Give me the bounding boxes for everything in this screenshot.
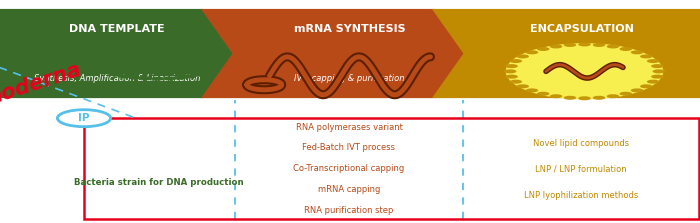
Circle shape — [128, 76, 141, 80]
Circle shape — [620, 47, 632, 51]
Circle shape — [163, 56, 176, 60]
Circle shape — [647, 59, 659, 63]
Circle shape — [578, 96, 591, 100]
Circle shape — [202, 64, 215, 68]
Circle shape — [104, 71, 116, 75]
Circle shape — [537, 92, 550, 96]
Text: RNA polymerases variant: RNA polymerases variant — [295, 123, 402, 132]
Circle shape — [652, 69, 665, 73]
Circle shape — [537, 47, 550, 51]
Text: DNA TEMPLATE: DNA TEMPLATE — [69, 24, 165, 34]
Text: LNP formulation: LNP formulation — [548, 74, 615, 83]
Circle shape — [550, 44, 562, 48]
Polygon shape — [0, 9, 234, 98]
Text: ENCAPSULATION: ENCAPSULATION — [530, 24, 634, 34]
Text: Co-Transcriptional capping: Co-Transcriptional capping — [293, 164, 405, 173]
Circle shape — [593, 96, 606, 100]
Circle shape — [184, 74, 197, 78]
Circle shape — [163, 76, 176, 81]
Circle shape — [184, 58, 197, 62]
Circle shape — [505, 75, 518, 79]
Text: LNP / LNP formulation: LNP / LNP formulation — [536, 165, 626, 174]
Circle shape — [193, 59, 205, 63]
Circle shape — [510, 80, 522, 84]
Circle shape — [631, 88, 643, 92]
Circle shape — [202, 68, 215, 72]
Circle shape — [174, 76, 187, 80]
Polygon shape — [201, 9, 467, 98]
Text: mRNA SYNTHESIS: mRNA SYNTHESIS — [294, 24, 405, 34]
Text: LNP lyophilization methods: LNP lyophilization methods — [524, 191, 638, 200]
Text: IVT, capping & purification: IVT, capping & purification — [295, 74, 405, 83]
Circle shape — [118, 58, 131, 62]
Circle shape — [550, 94, 562, 98]
Circle shape — [564, 96, 576, 100]
Text: Synthesis, Amplification & Linearization: Synthesis, Amplification & Linearization — [34, 74, 200, 83]
Text: IP: IP — [78, 113, 90, 123]
Polygon shape — [432, 9, 700, 98]
Circle shape — [139, 76, 152, 81]
Circle shape — [174, 56, 187, 60]
Circle shape — [607, 44, 620, 48]
Circle shape — [99, 66, 111, 70]
Circle shape — [128, 56, 141, 60]
Circle shape — [100, 64, 113, 68]
Circle shape — [104, 61, 116, 65]
Circle shape — [199, 71, 211, 75]
Text: Bacteria strain for DNA production: Bacteria strain for DNA production — [74, 178, 244, 187]
Text: Fed-Batch IVT process: Fed-Batch IVT process — [302, 143, 395, 152]
Circle shape — [100, 68, 113, 72]
Circle shape — [139, 56, 152, 60]
Circle shape — [640, 54, 652, 58]
Text: moderna: moderna — [0, 59, 84, 110]
Circle shape — [526, 50, 538, 54]
Circle shape — [620, 92, 632, 96]
Circle shape — [199, 61, 211, 65]
Circle shape — [607, 94, 620, 98]
Circle shape — [631, 50, 643, 54]
Circle shape — [517, 84, 529, 88]
Circle shape — [204, 66, 216, 70]
Circle shape — [647, 80, 659, 84]
Text: Novel lipid compounds: Novel lipid compounds — [533, 139, 629, 148]
Circle shape — [110, 59, 122, 63]
Circle shape — [640, 84, 652, 88]
Circle shape — [504, 69, 517, 73]
Circle shape — [510, 59, 522, 63]
Circle shape — [151, 77, 164, 81]
Circle shape — [651, 75, 664, 79]
Circle shape — [578, 42, 591, 46]
Circle shape — [564, 43, 576, 47]
Circle shape — [193, 73, 205, 77]
Circle shape — [110, 73, 122, 77]
Ellipse shape — [505, 43, 664, 99]
Circle shape — [118, 74, 131, 78]
Circle shape — [593, 43, 606, 47]
Circle shape — [505, 64, 518, 68]
Circle shape — [651, 64, 664, 68]
Circle shape — [517, 54, 529, 58]
Circle shape — [57, 110, 111, 127]
Text: mRNA capping: mRNA capping — [318, 185, 380, 194]
Circle shape — [526, 88, 538, 92]
Text: RNA purification step: RNA purification step — [304, 206, 393, 215]
Circle shape — [151, 55, 164, 59]
